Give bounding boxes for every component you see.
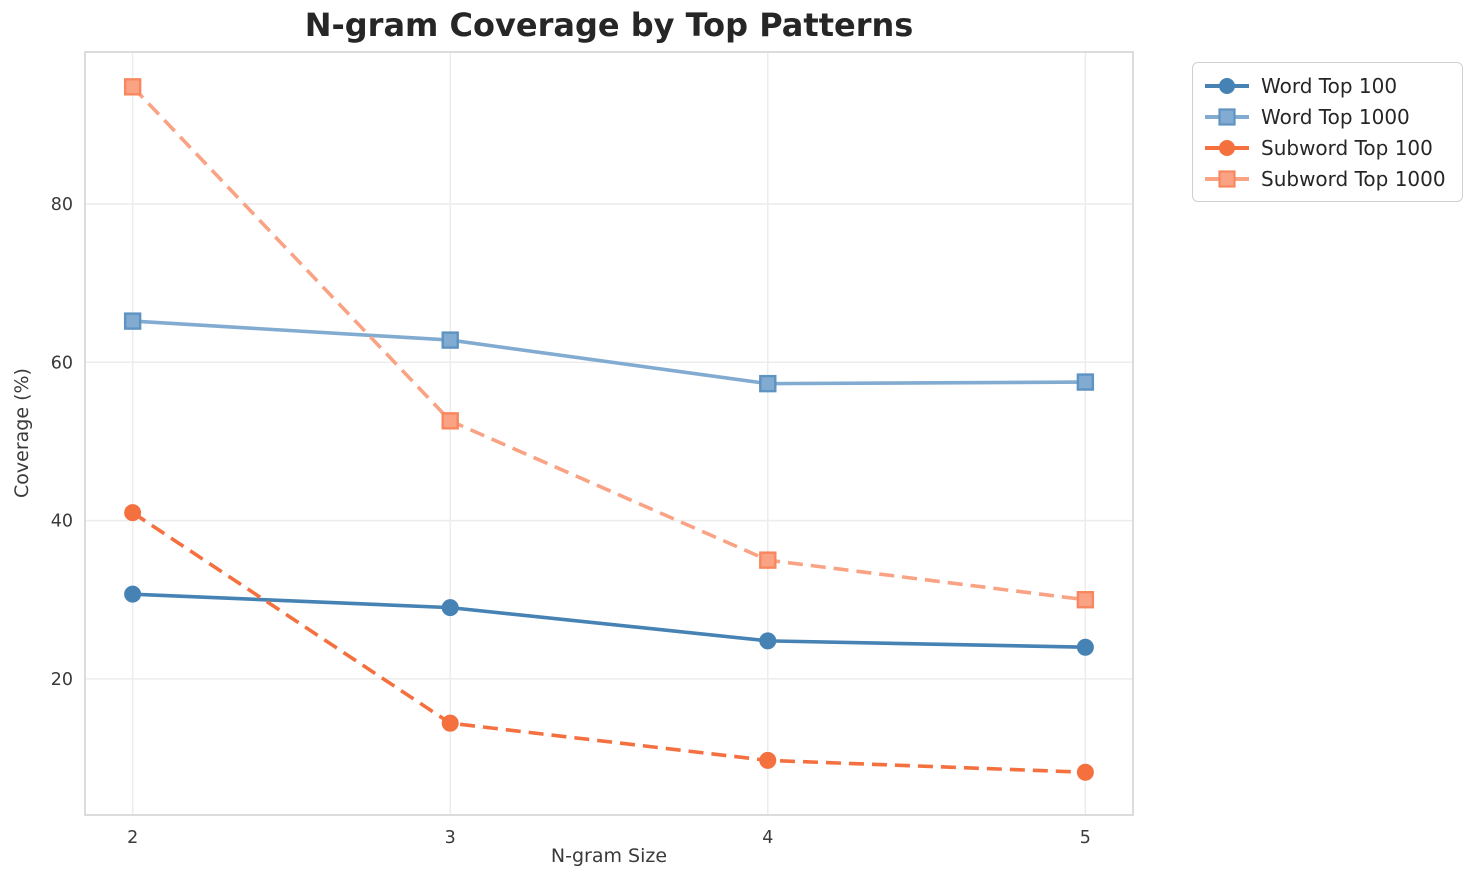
marker-word-top-1000-4: [759, 374, 777, 393]
marker-word-top-1000-2: [123, 312, 142, 330]
legend-marker-square: [1218, 169, 1236, 188]
plot-frame: [84, 51, 1134, 816]
chart-title: N-gram Coverage by Top Patterns: [304, 6, 914, 44]
y-tick-20: 20: [51, 670, 73, 690]
legend-label: Word Top 1000: [1261, 104, 1410, 129]
series-line-subword-top-1000: [131, 85, 1086, 602]
legend-marker-circle: [1219, 139, 1235, 156]
x-axis-label: N-gram Size: [550, 845, 668, 867]
marker-subword-top-1000-5: [1076, 591, 1095, 609]
y-tick-40: 40: [51, 512, 73, 532]
marker-subword-top-1000-4: [759, 551, 777, 569]
marker-word-top-100-4: [759, 632, 777, 650]
marker-subword-top-1000-2: [123, 78, 142, 96]
x-tick-5: 5: [1080, 828, 1091, 848]
marker-subword-top-1000-3: [441, 412, 459, 430]
legend-label: Word Top 100: [1261, 73, 1398, 98]
legend-swatch-subword-top-1000: [1205, 169, 1249, 188]
legend-item-word-top-100: Word Top 100: [1204, 70, 1446, 101]
legend-label: Subword Top 1000: [1261, 166, 1446, 191]
y-tick-80: 80: [51, 195, 73, 215]
marker-word-top-100-2: [124, 585, 142, 603]
legend-marker-square: [1218, 107, 1236, 126]
marker-word-top-100-3: [441, 599, 459, 617]
marker-subword-top-100-4: [759, 751, 777, 769]
legend-swatch-word-top-1000: [1205, 107, 1249, 126]
series-line-subword-top-100: [131, 511, 1086, 775]
legend: Word Top 100 Word Top 1000 Subword Top 100…: [1192, 62, 1463, 202]
x-tick-4: 4: [762, 828, 773, 848]
x-tick-3: 3: [445, 828, 456, 848]
series-line-word-top-1000: [132, 319, 1086, 386]
legend-label: Subword Top 100: [1261, 135, 1433, 160]
legend-item-subword-top-1000: Subword Top 1000: [1204, 163, 1446, 194]
marker-word-top-1000-5: [1076, 373, 1095, 391]
legend-item-subword-top-100: Subword Top 100: [1204, 132, 1446, 163]
marker-subword-top-100-2: [124, 504, 142, 522]
y-tick-60: 60: [51, 353, 73, 373]
marker-word-top-100-5: [1076, 638, 1094, 656]
marker-subword-top-100-3: [441, 714, 459, 732]
legend-swatch-word-top-100: [1205, 77, 1249, 94]
series-line-word-top-100: [132, 592, 1086, 650]
x-tick-2: 2: [127, 828, 138, 848]
marker-subword-top-100-5: [1076, 763, 1094, 781]
legend-item-word-top-1000: Word Top 1000: [1204, 101, 1446, 132]
legend-swatch-subword-top-100: [1205, 139, 1249, 156]
legend-marker-circle: [1219, 77, 1235, 94]
marker-word-top-1000-3: [441, 331, 459, 349]
